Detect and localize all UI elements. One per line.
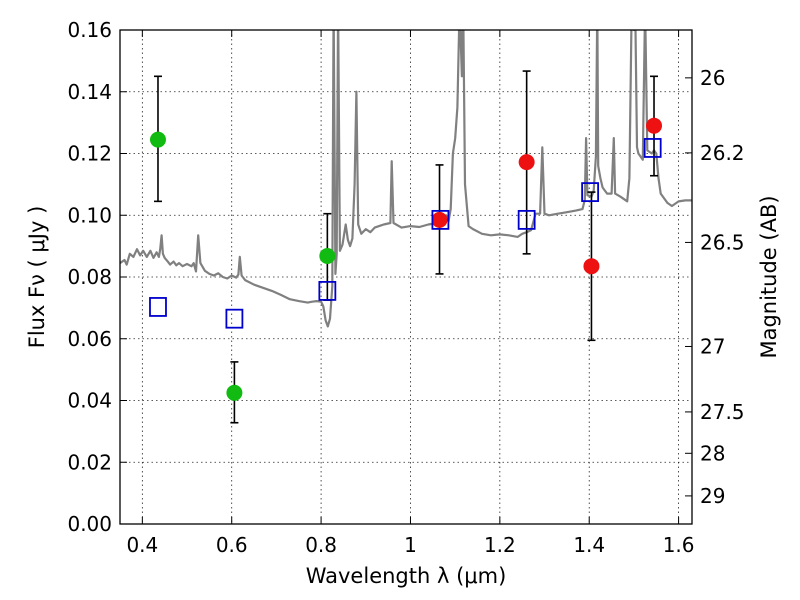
y-tick-label: 0.00 [67, 512, 112, 536]
y2-tick-label: 29 [700, 484, 725, 508]
y-tick-label: 0.12 [67, 142, 112, 166]
model-square-marker [149, 297, 167, 317]
y2-tick-label: 26 [700, 66, 725, 90]
markers [149, 117, 663, 401]
data-point [431, 211, 448, 228]
x-tick-label: 0.4 [126, 533, 158, 557]
data-point [149, 131, 166, 148]
y2-tick-label: 28 [700, 441, 725, 465]
x-axis-label: Wavelength λ (μm) [306, 564, 507, 588]
grid [120, 30, 692, 524]
y-tick-label: 0.16 [67, 18, 112, 42]
data-point [226, 384, 243, 401]
data-point [583, 258, 600, 275]
x-tick-label: 1.6 [663, 533, 695, 557]
model-square-marker [643, 138, 662, 158]
y-tick-label: 0.10 [67, 203, 112, 227]
model-square-marker [318, 280, 337, 301]
model-square-marker [517, 209, 536, 230]
y-tick-label: 0.06 [67, 327, 112, 351]
y2-tick-label: 27.5 [700, 400, 745, 424]
model-spectrum [120, 30, 692, 328]
model-square-marker [581, 182, 600, 202]
y-axis-label: Flux Fν ( μJy ) [25, 206, 49, 349]
y-tick-label: 0.04 [67, 389, 112, 413]
y2-tick-label: 26.2 [700, 141, 745, 165]
x-tick-label: 1.2 [484, 533, 516, 557]
y2-tick-label: 27 [700, 334, 725, 358]
axis-ticks [120, 29, 692, 525]
y-tick-label: 0.14 [67, 80, 112, 104]
axis-tick-labels: 0.4 0.6 0.8 1 1.2 1.4 1.6 0.00 0.02 0.04 0.06 0.08 0… [67, 18, 744, 557]
y-tick-label: 0.02 [67, 450, 112, 474]
y-tick-label: 0.08 [67, 265, 112, 289]
x-tick-label: 0.8 [305, 533, 337, 557]
data-point [646, 117, 663, 134]
x-tick-label: 1.4 [573, 533, 605, 557]
model-square-marker [225, 308, 244, 329]
y2-tick-label: 26.5 [700, 230, 745, 254]
data-point [319, 248, 336, 265]
y2-axis-label: Magnitude (AB) [757, 195, 781, 358]
model-square-marker [431, 209, 450, 230]
model-spectrum-line [120, 30, 692, 328]
x-tick-label: 1 [404, 533, 417, 557]
x-tick-label: 0.6 [216, 533, 248, 557]
data-point [518, 154, 535, 171]
